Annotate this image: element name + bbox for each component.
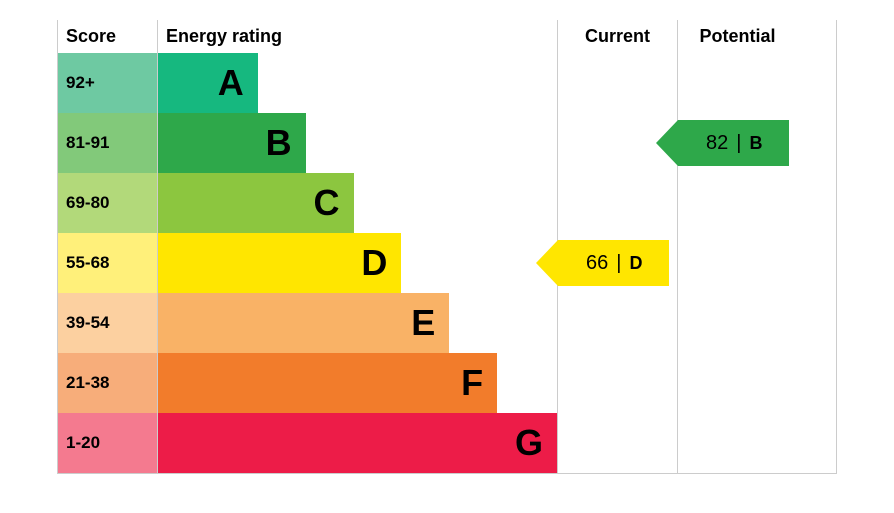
rating-bar-g: G [158, 413, 557, 473]
score-range-a: 92+ [58, 53, 157, 113]
score-column: 92+81-9169-8055-6839-5421-381-20 [57, 53, 157, 473]
score-range-e: 39-54 [58, 293, 157, 353]
rating-bar-c: C [158, 173, 354, 233]
score-range-b: 81-91 [58, 113, 157, 173]
potential-separator: | [736, 132, 741, 155]
rating-bar-e: E [158, 293, 449, 353]
rating-bar-b: B [158, 113, 306, 173]
potential-letter: B [749, 133, 762, 154]
score-range-c: 69-80 [58, 173, 157, 233]
potential-arrow: 82 | B [678, 120, 789, 166]
rating-bar-f: F [158, 353, 497, 413]
rating-bar-d: D [158, 233, 401, 293]
rating-column: ABCDEFG [157, 53, 557, 473]
header-score: Score [57, 20, 157, 53]
epc-chart: Score Energy rating Current Potential 92… [57, 20, 837, 474]
current-separator: | [616, 252, 621, 275]
current-arrow-tip [536, 240, 558, 286]
current-column: 66 | D [557, 53, 677, 473]
header-row: Score Energy rating Current Potential [57, 20, 837, 53]
current-letter: D [629, 253, 642, 274]
score-range-d: 55-68 [58, 233, 157, 293]
header-current: Current [557, 20, 677, 53]
potential-arrow-tip [656, 120, 678, 166]
potential-score: 82 [706, 132, 728, 155]
score-range-f: 21-38 [58, 353, 157, 413]
current-score: 66 [586, 252, 608, 275]
score-range-g: 1-20 [58, 413, 157, 473]
potential-column: 82 | B [677, 53, 797, 473]
chart-body: 92+81-9169-8055-6839-5421-381-20 ABCDEFG… [57, 53, 837, 474]
rating-bar-a: A [158, 53, 258, 113]
header-rating: Energy rating [157, 20, 557, 53]
header-potential: Potential [677, 20, 797, 53]
current-arrow: 66 | D [558, 240, 669, 286]
